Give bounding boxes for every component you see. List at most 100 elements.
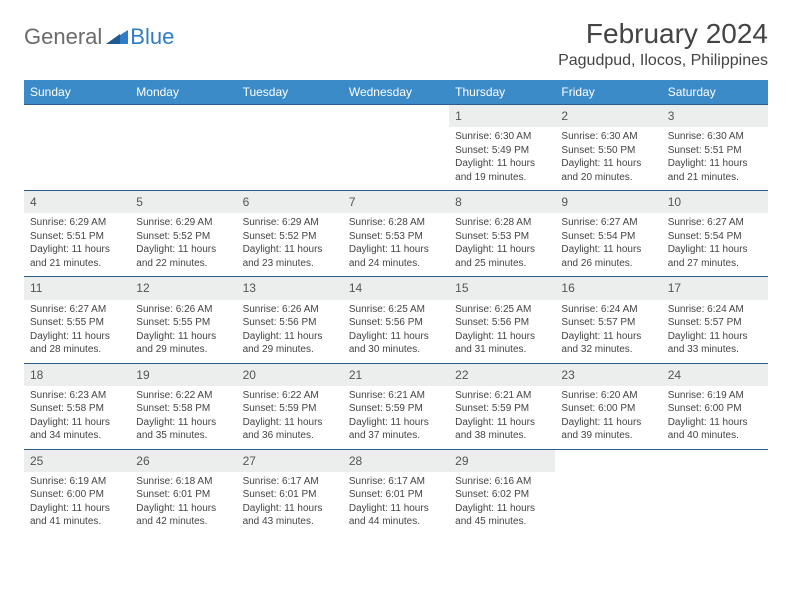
sunset-text: Sunset: 6:00 PM xyxy=(30,488,124,502)
day-body: Sunrise: 6:27 AMSunset: 5:54 PMDaylight:… xyxy=(662,213,768,276)
day-cell xyxy=(343,105,449,190)
daylight-text: Daylight: 11 hours and 30 minutes. xyxy=(349,330,443,357)
day-number: 27 xyxy=(237,450,343,472)
day-body: Sunrise: 6:29 AMSunset: 5:52 PMDaylight:… xyxy=(237,213,343,276)
day-cell: 7Sunrise: 6:28 AMSunset: 5:53 PMDaylight… xyxy=(343,191,449,276)
month-title: February 2024 xyxy=(558,18,768,50)
sunrise-text: Sunrise: 6:27 AM xyxy=(561,216,655,230)
sunset-text: Sunset: 5:52 PM xyxy=(243,230,337,244)
sunset-text: Sunset: 5:59 PM xyxy=(455,402,549,416)
day-body: Sunrise: 6:19 AMSunset: 6:00 PMDaylight:… xyxy=(24,472,130,535)
day-cell: 18Sunrise: 6:23 AMSunset: 5:58 PMDayligh… xyxy=(24,364,130,449)
daylight-text: Daylight: 11 hours and 26 minutes. xyxy=(561,243,655,270)
day-number: 21 xyxy=(343,364,449,386)
day-body: Sunrise: 6:25 AMSunset: 5:56 PMDaylight:… xyxy=(449,300,555,363)
day-number: 3 xyxy=(662,105,768,127)
day-number: 15 xyxy=(449,277,555,299)
day-cell: 27Sunrise: 6:17 AMSunset: 6:01 PMDayligh… xyxy=(237,450,343,535)
day-number: 24 xyxy=(662,364,768,386)
day-body: Sunrise: 6:30 AMSunset: 5:49 PMDaylight:… xyxy=(449,127,555,190)
day-body: Sunrise: 6:24 AMSunset: 5:57 PMDaylight:… xyxy=(555,300,661,363)
day-cell: 24Sunrise: 6:19 AMSunset: 6:00 PMDayligh… xyxy=(662,364,768,449)
sunrise-text: Sunrise: 6:21 AM xyxy=(455,389,549,403)
day-cell: 16Sunrise: 6:24 AMSunset: 5:57 PMDayligh… xyxy=(555,277,661,362)
sunset-text: Sunset: 5:50 PM xyxy=(561,144,655,158)
title-block: February 2024 Pagudpud, Ilocos, Philippi… xyxy=(558,18,768,70)
day-number xyxy=(130,105,236,111)
day-cell: 21Sunrise: 6:21 AMSunset: 5:59 PMDayligh… xyxy=(343,364,449,449)
day-number: 4 xyxy=(24,191,130,213)
sunrise-text: Sunrise: 6:27 AM xyxy=(30,303,124,317)
sunset-text: Sunset: 5:49 PM xyxy=(455,144,549,158)
sunset-text: Sunset: 6:01 PM xyxy=(243,488,337,502)
sunset-text: Sunset: 5:59 PM xyxy=(349,402,443,416)
sunrise-text: Sunrise: 6:26 AM xyxy=(136,303,230,317)
day-number: 20 xyxy=(237,364,343,386)
day-body: Sunrise: 6:26 AMSunset: 5:55 PMDaylight:… xyxy=(130,300,236,363)
weekday-wednesday: Wednesday xyxy=(343,80,449,104)
day-cell: 13Sunrise: 6:26 AMSunset: 5:56 PMDayligh… xyxy=(237,277,343,362)
day-number: 26 xyxy=(130,450,236,472)
day-body: Sunrise: 6:27 AMSunset: 5:54 PMDaylight:… xyxy=(555,213,661,276)
sunset-text: Sunset: 5:56 PM xyxy=(349,316,443,330)
weekday-thursday: Thursday xyxy=(449,80,555,104)
sunset-text: Sunset: 6:01 PM xyxy=(136,488,230,502)
day-number: 28 xyxy=(343,450,449,472)
sunset-text: Sunset: 5:54 PM xyxy=(561,230,655,244)
daylight-text: Daylight: 11 hours and 32 minutes. xyxy=(561,330,655,357)
day-number: 22 xyxy=(449,364,555,386)
sunrise-text: Sunrise: 6:24 AM xyxy=(561,303,655,317)
sunrise-text: Sunrise: 6:29 AM xyxy=(136,216,230,230)
daylight-text: Daylight: 11 hours and 40 minutes. xyxy=(668,416,762,443)
daylight-text: Daylight: 11 hours and 29 minutes. xyxy=(136,330,230,357)
sunset-text: Sunset: 5:54 PM xyxy=(668,230,762,244)
sunrise-text: Sunrise: 6:30 AM xyxy=(455,130,549,144)
daylight-text: Daylight: 11 hours and 33 minutes. xyxy=(668,330,762,357)
day-body: Sunrise: 6:17 AMSunset: 6:01 PMDaylight:… xyxy=(343,472,449,535)
sunrise-text: Sunrise: 6:17 AM xyxy=(243,475,337,489)
day-number: 10 xyxy=(662,191,768,213)
sunrise-text: Sunrise: 6:24 AM xyxy=(668,303,762,317)
daylight-text: Daylight: 11 hours and 31 minutes. xyxy=(455,330,549,357)
day-number: 25 xyxy=(24,450,130,472)
sunset-text: Sunset: 5:58 PM xyxy=(136,402,230,416)
daylight-text: Daylight: 11 hours and 21 minutes. xyxy=(668,157,762,184)
day-cell: 5Sunrise: 6:29 AMSunset: 5:52 PMDaylight… xyxy=(130,191,236,276)
sunset-text: Sunset: 5:53 PM xyxy=(349,230,443,244)
daylight-text: Daylight: 11 hours and 24 minutes. xyxy=(349,243,443,270)
day-cell: 4Sunrise: 6:29 AMSunset: 5:51 PMDaylight… xyxy=(24,191,130,276)
weekday-monday: Monday xyxy=(130,80,236,104)
sunrise-text: Sunrise: 6:19 AM xyxy=(30,475,124,489)
sunrise-text: Sunrise: 6:18 AM xyxy=(136,475,230,489)
day-body: Sunrise: 6:30 AMSunset: 5:51 PMDaylight:… xyxy=(662,127,768,190)
sunset-text: Sunset: 5:58 PM xyxy=(30,402,124,416)
sunset-text: Sunset: 5:56 PM xyxy=(243,316,337,330)
sunset-text: Sunset: 5:57 PM xyxy=(561,316,655,330)
daylight-text: Daylight: 11 hours and 20 minutes. xyxy=(561,157,655,184)
day-number: 13 xyxy=(237,277,343,299)
sunrise-text: Sunrise: 6:21 AM xyxy=(349,389,443,403)
week-row: 1Sunrise: 6:30 AMSunset: 5:49 PMDaylight… xyxy=(24,104,768,190)
weeks-container: 1Sunrise: 6:30 AMSunset: 5:49 PMDaylight… xyxy=(24,104,768,535)
location: Pagudpud, Ilocos, Philippines xyxy=(558,52,768,70)
sunset-text: Sunset: 5:52 PM xyxy=(136,230,230,244)
day-body: Sunrise: 6:28 AMSunset: 5:53 PMDaylight:… xyxy=(449,213,555,276)
daylight-text: Daylight: 11 hours and 35 minutes. xyxy=(136,416,230,443)
day-cell: 10Sunrise: 6:27 AMSunset: 5:54 PMDayligh… xyxy=(662,191,768,276)
sunrise-text: Sunrise: 6:28 AM xyxy=(455,216,549,230)
day-number: 16 xyxy=(555,277,661,299)
day-body: Sunrise: 6:23 AMSunset: 5:58 PMDaylight:… xyxy=(24,386,130,449)
sunrise-text: Sunrise: 6:27 AM xyxy=(668,216,762,230)
day-number: 19 xyxy=(130,364,236,386)
sunrise-text: Sunrise: 6:25 AM xyxy=(455,303,549,317)
weekday-row: Sunday Monday Tuesday Wednesday Thursday… xyxy=(24,80,768,104)
day-body: Sunrise: 6:27 AMSunset: 5:55 PMDaylight:… xyxy=(24,300,130,363)
daylight-text: Daylight: 11 hours and 38 minutes. xyxy=(455,416,549,443)
day-cell: 9Sunrise: 6:27 AMSunset: 5:54 PMDaylight… xyxy=(555,191,661,276)
day-number xyxy=(555,450,661,456)
calendar: Sunday Monday Tuesday Wednesday Thursday… xyxy=(24,80,768,535)
day-body: Sunrise: 6:30 AMSunset: 5:50 PMDaylight:… xyxy=(555,127,661,190)
sunset-text: Sunset: 5:51 PM xyxy=(30,230,124,244)
day-number: 11 xyxy=(24,277,130,299)
sunset-text: Sunset: 5:59 PM xyxy=(243,402,337,416)
